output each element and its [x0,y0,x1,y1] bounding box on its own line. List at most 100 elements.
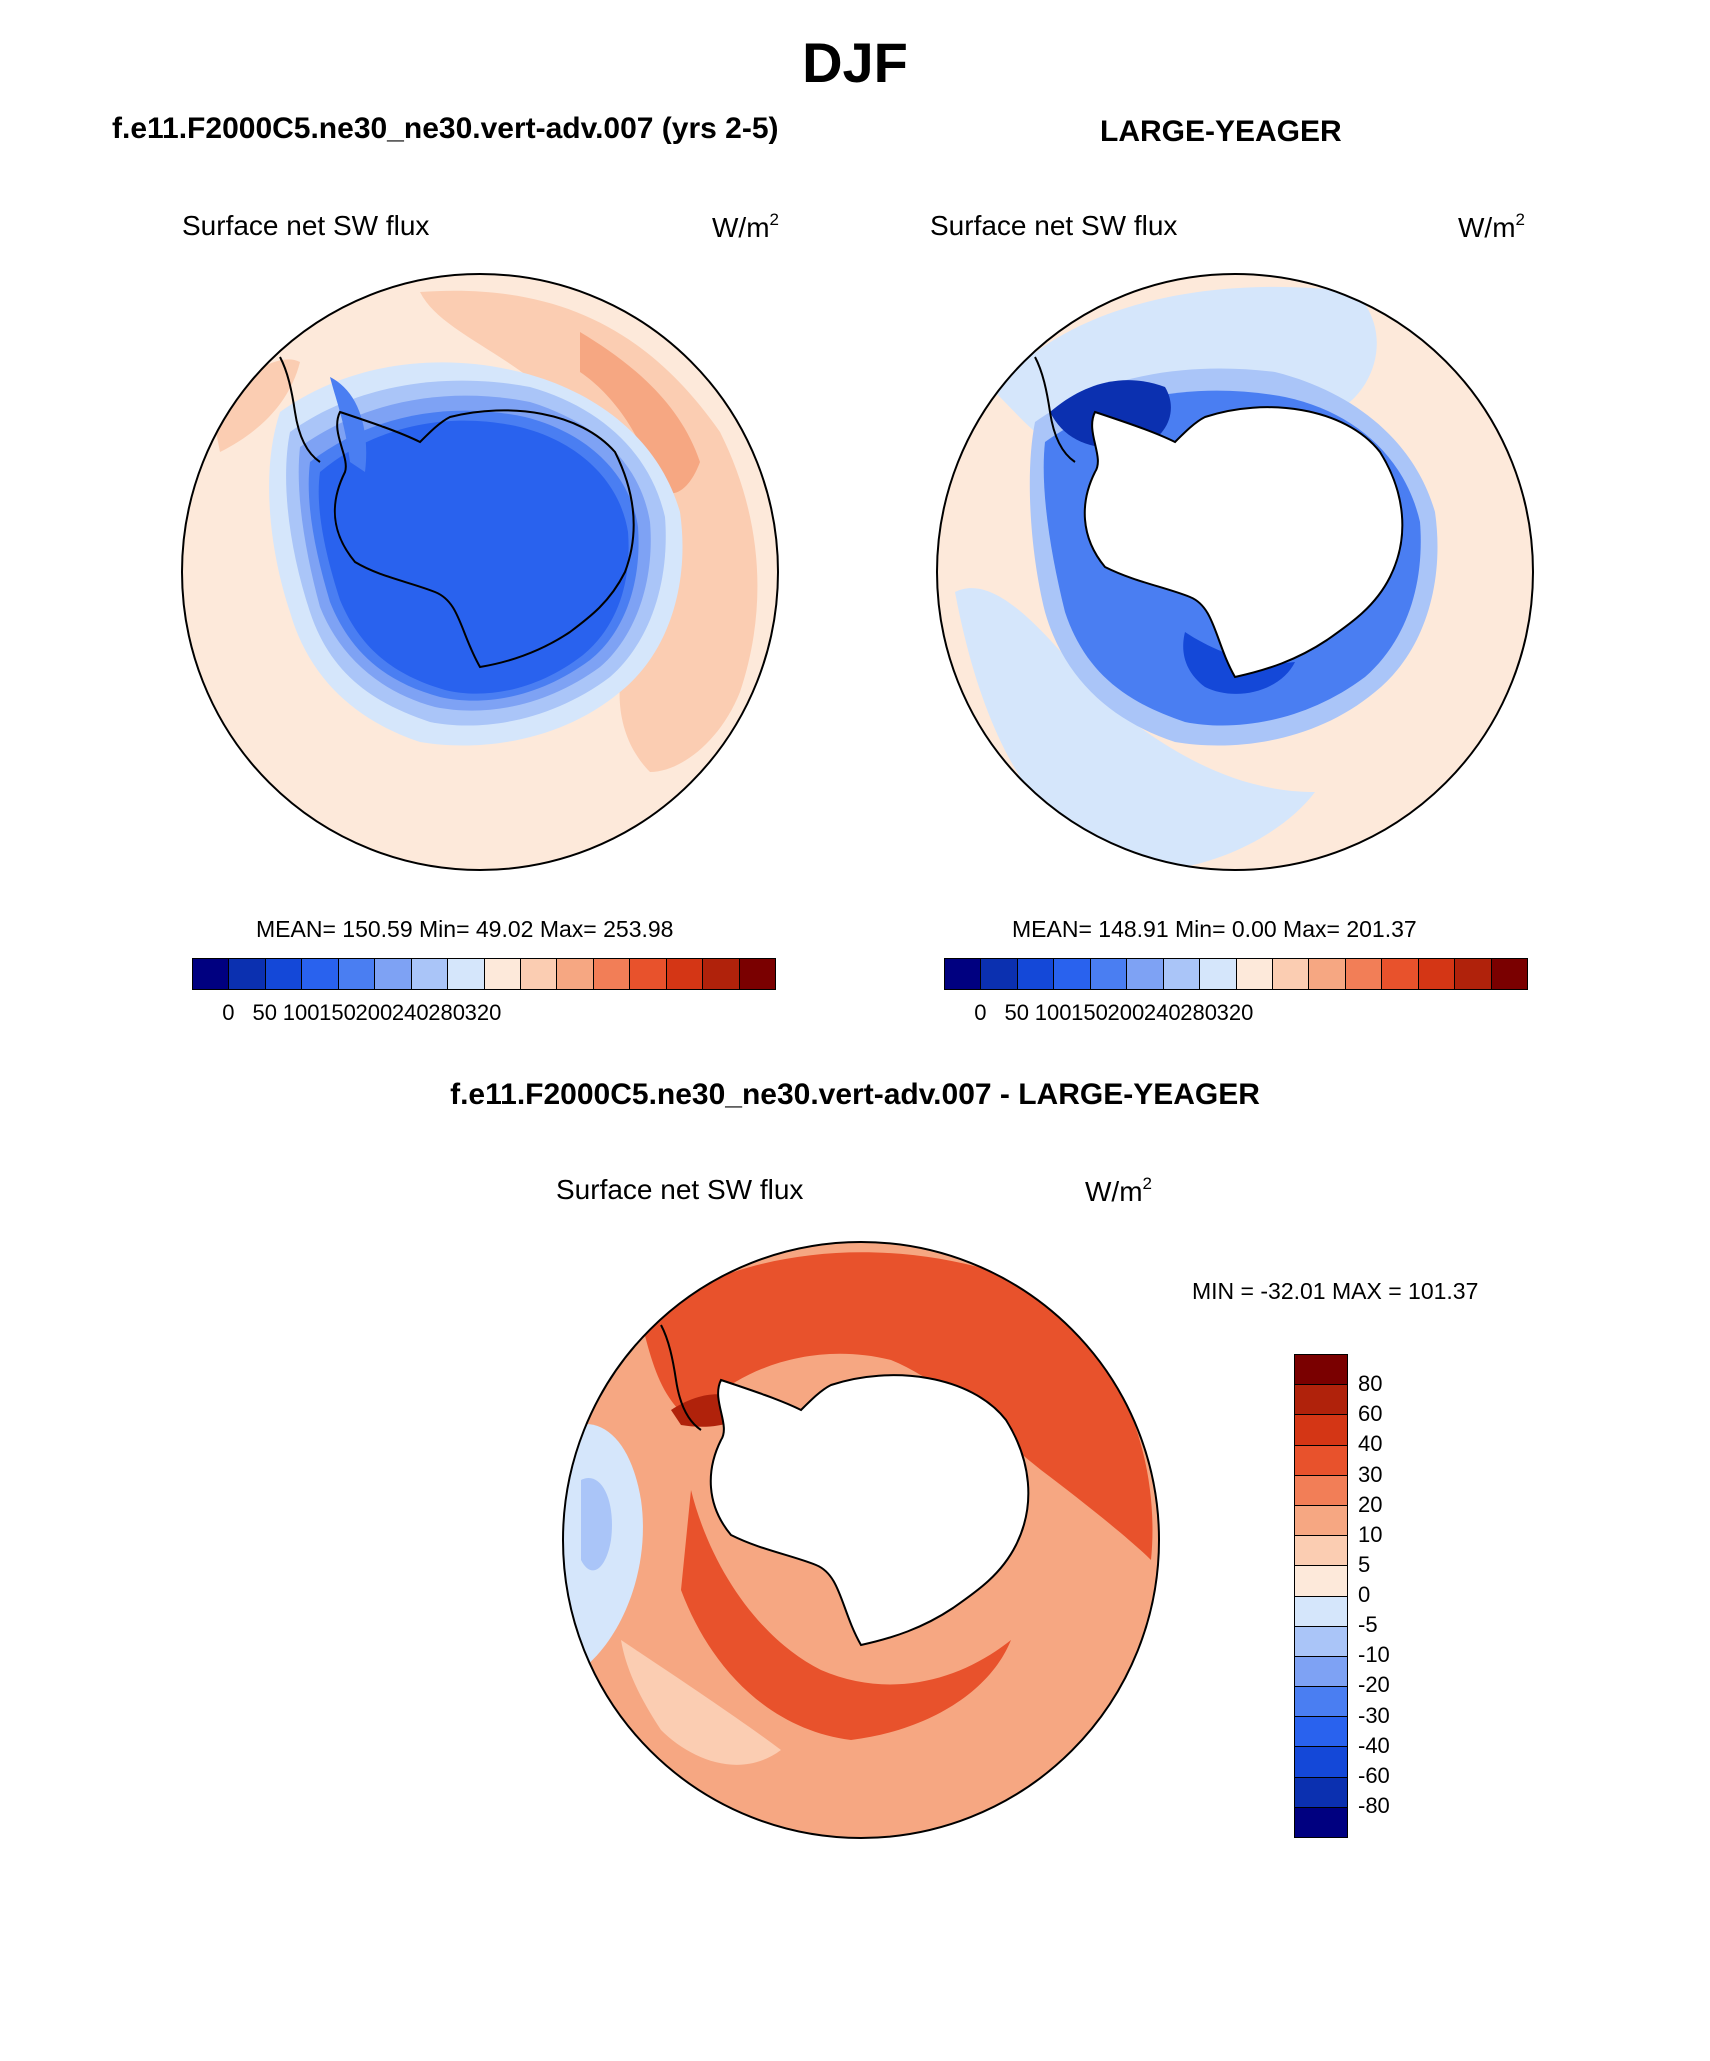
colorbar-tick-label: 30 [1358,1461,1383,1487]
panel1-stats: MEAN= 150.59 Min= 49.02 Max= 253.98 [256,916,674,942]
colorbar-swatch [1295,1415,1347,1446]
colorbar-swatch [1236,959,1273,989]
colorbar-swatch [945,959,982,989]
colorbar-swatch [1295,1656,1347,1688]
map-panel-difference [562,1241,1160,1839]
warm-region-core [580,332,700,494]
panel1-units: W/m2 [712,210,779,243]
antarctic-interior [318,420,629,694]
diff-weak-positive [621,1640,781,1765]
colorbar-swatch [302,959,339,989]
colorbar-tick-label: 200 [355,1000,393,1025]
diff-strong-positive-south [681,1490,1011,1740]
colorbar-tick-label: 80 [1358,1371,1383,1397]
panel2-colorbar [944,958,1528,990]
colorbar-tick-label: -60 [1358,1762,1390,1788]
antarctica-land-masked [709,1374,1030,1647]
colorbar-tick-label: 200 [1107,1000,1145,1025]
colorbar-tick-label: 20 [1358,1491,1383,1517]
map-boundary [181,273,779,871]
colorbar-swatch [1295,1717,1347,1748]
colorbar-swatch [981,959,1018,989]
panel1-variable-label: Surface net SW flux [182,210,430,241]
colorbar-swatch [557,959,594,989]
panel3-colorbar [1294,1354,1348,1838]
map-panel-obs [936,273,1534,871]
panel3-variable-label: Surface net SW flux [556,1174,804,1205]
colorbar-tick-label: 0 [222,1000,235,1025]
colorbar-swatch [448,959,485,989]
colorbar-swatch [593,959,631,989]
colorbar-swatch [1272,959,1310,989]
colorbar-tick-label: 100 [282,1000,320,1025]
colorbar-tick-label: 150 [319,1000,356,1025]
panel1-colorbar [192,958,776,990]
colorbar-swatch [484,959,521,989]
colorbar-tick-label: 150 [1071,1000,1108,1025]
colorbar-tick-label: 320 [1216,1000,1254,1025]
colorbar-swatch [1309,959,1346,989]
colorbar-swatch [1090,959,1128,989]
colorbar-swatch [630,959,667,989]
colorbar-swatch [1200,959,1237,989]
colorbar-tick-label: 320 [464,1000,502,1025]
colorbar-swatch [1418,959,1456,989]
colorbar-swatch [1295,1505,1347,1537]
diff-strong-positive-north [641,1252,1153,1560]
colorbar-swatch [375,959,412,989]
case-title-obs: LARGE-YEAGER [1100,115,1342,148]
peninsula-coastline [279,356,321,463]
colorbar-swatch [1295,1596,1347,1627]
colorbar-swatch [1345,959,1383,989]
colorbar-swatch [229,959,266,989]
colorbar-tick-label: 5 [1358,1551,1371,1577]
panel2-variable-label: Surface net SW flux [930,210,1178,241]
colorbar-swatch [703,959,740,989]
page-title: DJF [802,31,908,94]
colorbar-swatch [193,959,230,989]
colorbar-tick-label: -20 [1358,1672,1390,1698]
colorbar-swatch [1295,1475,1347,1506]
colorbar-swatch [1127,959,1164,989]
colorbar-swatch [411,959,449,989]
colorbar-swatch [1382,959,1419,989]
colorbar-tick-label: -5 [1358,1612,1378,1638]
antarctica-coastline [333,409,635,669]
colorbar-swatch [1017,959,1055,989]
colorbar-swatch [1295,1355,1347,1386]
diff-negative-core [581,1478,612,1571]
peninsula-coastline [660,1324,702,1431]
panel3-units: W/m2 [1085,1174,1152,1207]
colorbar-swatch [1455,959,1492,989]
colorbar-swatch [265,959,303,989]
peninsula-band [330,377,367,472]
colorbar-tick-label: 100 [1034,1000,1072,1025]
colorbar-swatch [1054,959,1091,989]
colorbar-tick-label: 40 [1358,1431,1383,1457]
colorbar-swatch [1295,1687,1347,1718]
colorbar-tick-label: 10 [1358,1521,1383,1547]
colorbar-swatch [1295,1566,1347,1597]
panel2-units: W/m2 [1458,210,1525,243]
peninsula-coastline [1034,356,1076,463]
colorbar-swatch [1295,1626,1347,1657]
colorbar-tick-label: 50 [1004,1000,1029,1025]
colorbar-tick-label: 240 [391,1000,429,1025]
colorbar-swatch [739,959,775,989]
colorbar-swatch [1295,1807,1347,1837]
colorbar-tick-label: -10 [1358,1642,1390,1668]
colorbar-swatch [338,959,376,989]
colorbar-tick-label: 280 [428,1000,465,1025]
colorbar-tick-label: 0 [1358,1582,1371,1607]
colorbar-swatch [520,959,558,989]
colorbar-swatch [1163,959,1201,989]
map-boundary [936,273,1534,871]
antarctica-land-masked [1083,406,1404,679]
colorbar-swatch [1295,1747,1347,1778]
case-title-model: f.e11.F2000C5.ne30_ne30.vert-adv.007 (yr… [112,112,779,145]
colorbar-tick-label: 50 [252,1000,277,1025]
case-title-diff: f.e11.F2000C5.ne30_ne30.vert-adv.007 - L… [450,1078,1260,1111]
panel2-stats: MEAN= 148.91 Min= 0.00 Max= 201.37 [1012,916,1417,942]
map-boundary [562,1241,1160,1839]
colorbar-swatch [1295,1777,1347,1808]
